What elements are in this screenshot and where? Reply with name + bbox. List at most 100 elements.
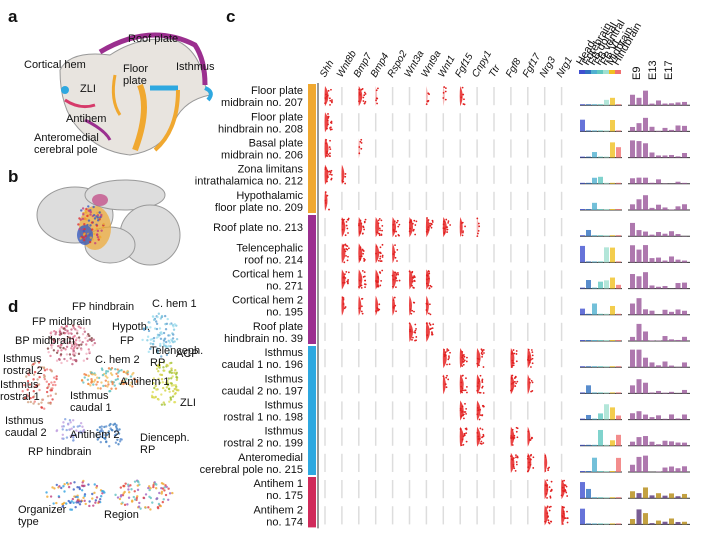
point <box>99 495 103 498</box>
row-label-line: Telencephalic <box>236 242 303 254</box>
point <box>98 497 102 501</box>
violin-point <box>510 455 512 458</box>
violin-point <box>546 479 549 482</box>
violin-point <box>341 179 344 182</box>
violin-point <box>479 391 482 394</box>
row-label: Zona limitans intrathalamica no. 212 <box>195 164 304 188</box>
row-label: Antihem 1 no. 175 <box>253 478 303 502</box>
violin-point <box>428 270 430 273</box>
violin-point <box>378 217 381 220</box>
violin-point <box>510 382 513 385</box>
point <box>104 372 108 375</box>
violin-point <box>397 273 399 276</box>
violin-point <box>379 255 382 258</box>
point <box>85 343 88 346</box>
point <box>105 425 108 428</box>
region-bar <box>592 261 597 263</box>
point <box>91 228 94 231</box>
age-bar <box>669 231 674 237</box>
age-bar <box>636 97 642 106</box>
point <box>72 488 75 491</box>
point <box>74 505 77 509</box>
point <box>96 233 99 236</box>
violin-point <box>461 411 463 413</box>
violin-point <box>429 323 432 326</box>
point <box>174 392 177 395</box>
violin-point <box>444 98 447 101</box>
point <box>72 335 75 339</box>
cluster-label-line: Antihem 1 <box>120 376 170 388</box>
point <box>114 378 118 382</box>
region-bar <box>610 247 615 263</box>
row-label-line: hindbrain no. 208 <box>218 123 303 135</box>
point <box>61 425 64 428</box>
violin-point <box>466 356 468 359</box>
violin-point <box>411 309 414 312</box>
region-bar <box>610 235 615 237</box>
violin-point <box>361 312 364 315</box>
violin-point <box>510 389 512 392</box>
point <box>154 320 158 323</box>
point <box>69 482 72 485</box>
age-bar <box>636 379 642 394</box>
point <box>95 434 98 437</box>
age-bar <box>630 336 635 341</box>
violin-point <box>446 348 449 351</box>
violin-point <box>510 436 512 439</box>
violin-point <box>532 456 535 459</box>
violin-point <box>409 330 412 333</box>
violin-point <box>515 353 518 355</box>
point <box>160 378 164 381</box>
age-bar <box>649 362 655 368</box>
cluster-label-line: Isthmus <box>5 415 44 427</box>
row-label: Isthmus rostral 1 no. 198 <box>224 400 304 424</box>
cluster-label-line: ZLI <box>180 397 196 409</box>
point <box>131 385 134 388</box>
violin-point <box>511 364 514 367</box>
point <box>80 209 83 212</box>
point <box>107 383 110 386</box>
row-label: Isthmus rostral 2 no. 199 <box>224 426 304 450</box>
violin-point <box>377 87 379 90</box>
age-bar <box>682 336 687 341</box>
point <box>127 488 130 491</box>
violin-point <box>330 177 333 180</box>
point <box>158 364 161 367</box>
point <box>74 339 78 342</box>
cluster-label-line: caudal 2 <box>5 427 47 439</box>
point <box>83 499 86 503</box>
point <box>148 495 151 499</box>
violin <box>459 86 463 107</box>
region-bar <box>616 261 621 263</box>
point <box>157 502 161 506</box>
violin-point <box>530 437 533 440</box>
violin-point <box>477 382 480 384</box>
row-label-line: Floor plate <box>251 85 303 97</box>
point <box>167 351 171 354</box>
violin-point <box>360 222 363 225</box>
point <box>155 336 159 339</box>
region-bar <box>580 209 585 210</box>
violin-point <box>359 248 362 250</box>
region-bar <box>586 313 591 315</box>
violin-point <box>528 361 531 364</box>
violin-point <box>344 250 347 253</box>
age-bar <box>656 179 661 184</box>
age-bar <box>630 140 635 158</box>
point <box>123 380 127 384</box>
point <box>85 357 89 360</box>
point <box>91 238 94 241</box>
violin-point <box>512 457 515 459</box>
row-label-line: cerebral pole no. 215 <box>200 464 303 476</box>
point <box>68 428 72 431</box>
region-bar <box>592 340 597 341</box>
region-bar <box>598 392 603 394</box>
point <box>50 330 53 334</box>
violin-point <box>375 89 378 92</box>
region-bar <box>610 97 615 106</box>
violin-point <box>460 381 463 384</box>
violin-point <box>394 244 396 247</box>
point <box>77 336 81 339</box>
point <box>58 485 61 488</box>
point <box>158 366 161 369</box>
